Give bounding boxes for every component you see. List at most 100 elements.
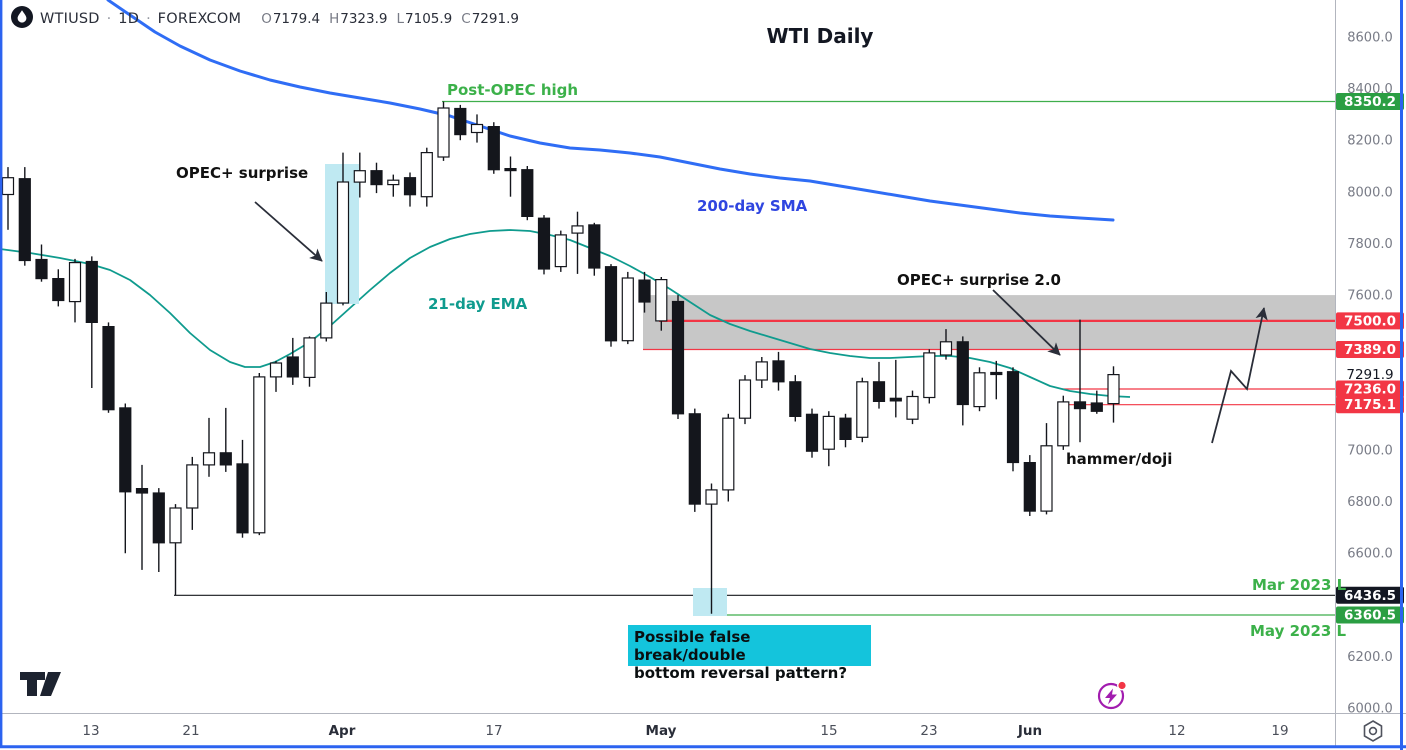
candle xyxy=(906,390,919,425)
price-badge-7236.0: 7236.0 xyxy=(1336,380,1404,398)
candle xyxy=(437,101,450,161)
candle xyxy=(738,375,752,425)
sma-line[interactable] xyxy=(106,0,1115,222)
price-badge-6436.5: 6436.5 xyxy=(1336,586,1404,604)
time-tick: May xyxy=(646,723,677,739)
current-price-label: 7291.9 xyxy=(1346,367,1393,383)
svg-text:6360.5: 6360.5 xyxy=(1344,608,1396,624)
candle xyxy=(1023,455,1036,516)
candle xyxy=(772,351,785,391)
false-break-wick-highlight[interactable] xyxy=(693,588,727,616)
exchange-name[interactable]: FOREXCOM xyxy=(157,11,242,27)
price-tick: 6600.0 xyxy=(1347,547,1393,562)
opec-surprise-arrow[interactable] xyxy=(254,201,323,262)
axis-settings-icon[interactable] xyxy=(1360,719,1386,747)
svg-text:6436.5: 6436.5 xyxy=(1344,588,1396,604)
candle xyxy=(269,360,283,392)
chart-title: WTI Daily xyxy=(766,24,874,48)
price-tick: 8600.0 xyxy=(1347,31,1393,46)
price-tick: 8200.0 xyxy=(1347,134,1393,149)
candle xyxy=(990,360,1003,400)
candle xyxy=(403,172,417,207)
candle xyxy=(973,367,986,412)
opec-surprise-2-arrow[interactable] xyxy=(992,289,1061,356)
low-value: 7105.9 xyxy=(405,11,453,27)
candle xyxy=(822,411,835,467)
candle xyxy=(889,359,902,418)
candle xyxy=(253,373,266,536)
candle xyxy=(705,483,718,614)
candle xyxy=(1006,367,1020,472)
price-badge-8350.2: 8350.2 xyxy=(1336,93,1404,110)
candle xyxy=(85,256,98,388)
timeframe[interactable]: 1D xyxy=(118,11,140,27)
flash-ideas-icon[interactable] xyxy=(1096,680,1128,716)
candle xyxy=(872,361,886,409)
price-tick: 8000.0 xyxy=(1347,185,1393,200)
time-tick: Jun xyxy=(1017,723,1042,739)
time-tick: 21 xyxy=(182,723,199,739)
candle xyxy=(923,349,936,404)
candle xyxy=(286,337,299,385)
may-2023-low-label[interactable]: May 2023 L xyxy=(1250,622,1347,640)
low-label: L xyxy=(396,11,405,27)
svg-text:7236.0: 7236.0 xyxy=(1344,382,1396,398)
candle xyxy=(470,114,484,143)
time-tick: 12 xyxy=(1168,723,1185,739)
symbol-header[interactable]: WTIUSD · 1D · FOREXCOM O7179.4 H7323.9 L… xyxy=(10,6,519,32)
price-badge-7389.0: 7389.0 xyxy=(1336,341,1404,358)
candle xyxy=(370,162,383,194)
candle xyxy=(537,215,551,275)
time-tick: 17 xyxy=(485,723,502,739)
candle xyxy=(839,413,852,448)
ema-label[interactable]: 21-day EMA xyxy=(428,295,528,313)
candle xyxy=(671,295,685,419)
price-tick: 6200.0 xyxy=(1347,650,1393,665)
open-label: O xyxy=(261,11,272,27)
candle xyxy=(387,174,400,197)
close-label: C xyxy=(461,11,471,27)
sma-label[interactable]: 200-day SMA xyxy=(697,197,808,215)
candle xyxy=(186,456,199,530)
opec-surprise-2-label[interactable]: OPEC+ surprise 2.0 xyxy=(897,271,1061,289)
high-value: 7323.9 xyxy=(340,11,388,27)
post-opec-high-label[interactable]: Post-OPEC high xyxy=(447,81,579,99)
tradingview-logo[interactable] xyxy=(19,669,63,703)
price-badge-7175.1: 7175.1 xyxy=(1336,396,1404,414)
candle xyxy=(604,264,618,347)
candle xyxy=(621,271,634,345)
candle xyxy=(1090,390,1103,414)
time-tick: Apr xyxy=(329,723,356,739)
candle xyxy=(487,122,500,174)
svg-text:7389.0: 7389.0 xyxy=(1344,342,1396,358)
candle xyxy=(554,230,567,272)
candle xyxy=(353,152,366,198)
price-tick: 6800.0 xyxy=(1347,495,1393,510)
opec-surprise-label[interactable]: OPEC+ surprise xyxy=(176,164,309,182)
mar-2023-low-label[interactable]: Mar 2023 L xyxy=(1252,576,1347,594)
candle xyxy=(169,504,182,596)
candle xyxy=(1057,395,1070,450)
candle xyxy=(655,277,668,331)
candle xyxy=(789,375,802,422)
candle xyxy=(722,413,735,502)
hammer-doji-label[interactable]: hammer/doji xyxy=(1066,450,1173,468)
time-tick: 15 xyxy=(820,723,837,739)
candle xyxy=(688,408,701,512)
candle xyxy=(504,156,517,197)
candle xyxy=(521,166,534,221)
ema-line[interactable] xyxy=(0,229,1131,398)
candle xyxy=(956,336,969,426)
candle xyxy=(35,244,48,282)
candle xyxy=(102,322,115,413)
candle xyxy=(202,417,216,477)
projection-arrow[interactable] xyxy=(1211,307,1268,444)
separator-dot: · xyxy=(106,11,112,27)
oil-drop-icon xyxy=(10,5,34,33)
separator-dot: · xyxy=(146,11,151,27)
supply-zone[interactable] xyxy=(643,295,1335,350)
symbol-name[interactable]: WTIUSD xyxy=(40,11,100,27)
candle xyxy=(588,222,601,276)
false-break-note[interactable]: Possible false break/double bottom rever… xyxy=(628,625,871,682)
